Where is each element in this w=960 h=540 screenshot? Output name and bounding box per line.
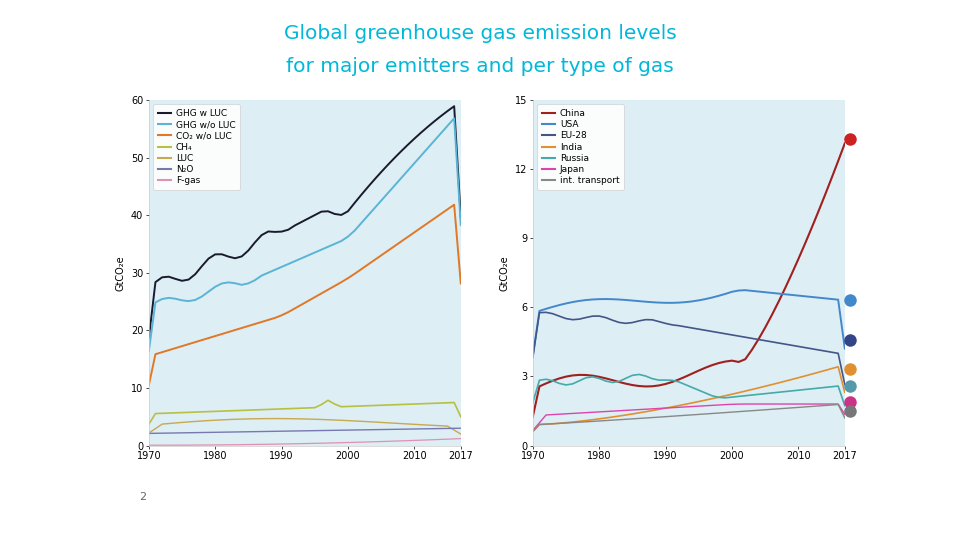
Text: for major emitters and per type of gas: for major emitters and per type of gas	[286, 57, 674, 76]
Text: 2: 2	[139, 492, 146, 502]
Y-axis label: GtCO₂e: GtCO₂e	[499, 255, 510, 291]
Y-axis label: GtCO₂e: GtCO₂e	[115, 255, 126, 291]
Text: Global greenhouse gas emission levels: Global greenhouse gas emission levels	[283, 24, 677, 43]
Legend: China, USA, EU-28, India, Russia, Japan, int. transport: China, USA, EU-28, India, Russia, Japan,…	[538, 104, 624, 190]
Legend: GHG w LUC, GHG w/o LUC, CO₂ w/o LUC, CH₄, LUC, N₂O, F-gas: GHG w LUC, GHG w/o LUC, CO₂ w/o LUC, CH₄…	[154, 104, 240, 190]
